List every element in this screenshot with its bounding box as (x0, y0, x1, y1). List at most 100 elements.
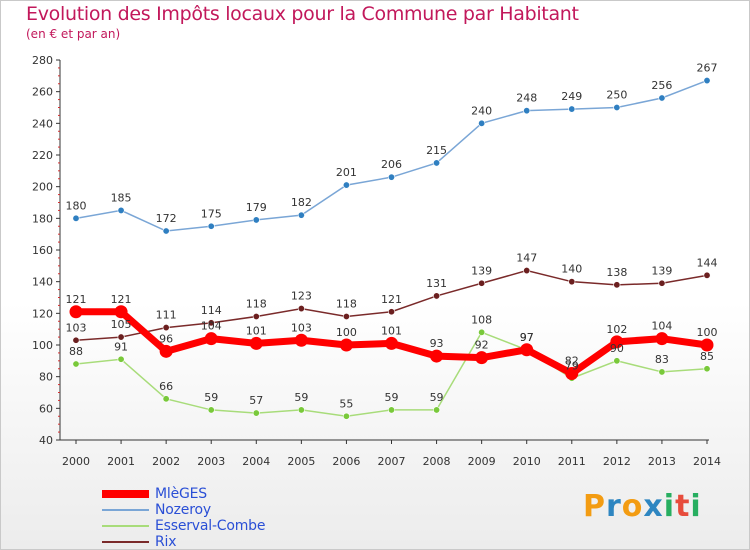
logo-letter: i (663, 489, 676, 524)
data-label-rix: 121 (381, 293, 402, 306)
x-tick-label: 2008 (423, 455, 451, 468)
x-tick-label: 2006 (332, 455, 360, 468)
legend-swatch-nozeroy (102, 509, 149, 511)
data-label-ml-ges: 121 (66, 293, 87, 306)
x-tick-label: 2007 (378, 455, 406, 468)
data-point-nozeroy (252, 216, 260, 224)
data-point-ml-ges (385, 336, 398, 350)
x-tick-label: 2002 (152, 455, 180, 468)
x-tick-label: 2012 (603, 455, 631, 468)
legend-swatch-ml-ges (102, 490, 149, 498)
data-label-esserval-combe: 108 (471, 313, 492, 326)
y-tick-label: 80 (39, 371, 53, 384)
logo-letter: r (606, 489, 622, 524)
data-label-ml-ges: 103 (291, 321, 312, 334)
data-label-ml-ges: 102 (606, 323, 627, 336)
data-point-esserval-combe (433, 406, 441, 414)
data-point-esserval-combe (613, 357, 621, 365)
chart-title: Evolution des Impôts locaux pour la Comm… (26, 3, 579, 25)
x-tick-label: 2003 (197, 455, 225, 468)
x-tick-label: 2000 (62, 455, 90, 468)
data-point-esserval-combe (162, 395, 170, 403)
data-label-nozeroy: 201 (336, 166, 357, 179)
data-point-nozeroy (613, 104, 621, 112)
x-tick-label: 2011 (558, 455, 586, 468)
data-point-esserval-combe (387, 406, 395, 414)
logo-letter: o (621, 489, 644, 524)
data-label-nozeroy: 249 (561, 90, 582, 103)
x-tick-label: 2014 (693, 455, 721, 468)
data-label-rix: 123 (291, 290, 312, 303)
data-label-ml-ges: 104 (201, 320, 222, 333)
data-point-esserval-combe (207, 406, 215, 414)
data-label-ml-ges: 100 (697, 326, 718, 339)
data-point-nozeroy (523, 107, 531, 115)
y-tick-label: 160 (32, 244, 53, 257)
data-point-rix (297, 305, 305, 313)
data-label-esserval-combe: 59 (204, 391, 218, 404)
data-point-nozeroy (297, 211, 305, 219)
legend-item-nozeroy: Nozeroy (102, 502, 265, 518)
x-tick-label: 2001 (107, 455, 135, 468)
data-point-rix (162, 324, 170, 332)
legend-label-rix: Rix (155, 534, 177, 550)
data-point-ml-ges (430, 349, 444, 363)
data-point-rix (658, 279, 666, 287)
data-point-ml-ges (565, 367, 579, 380)
logo-letter: P (583, 489, 606, 524)
data-label-esserval-combe: 85 (700, 350, 714, 363)
y-tick-label: 240 (32, 117, 53, 130)
data-point-ml-ges (520, 343, 534, 357)
data-point-ml-ges (610, 335, 624, 349)
data-point-esserval-combe (478, 328, 486, 336)
logo-letter: i (690, 489, 702, 524)
data-point-rix (703, 271, 711, 279)
series-line-nozeroy (75, 79, 708, 232)
data-label-rix: 139 (651, 264, 672, 277)
data-label-rix: 105 (111, 318, 132, 331)
data-point-nozeroy (568, 105, 576, 113)
data-label-ml-ges: 97 (520, 331, 534, 344)
data-label-ml-ges: 104 (651, 320, 672, 333)
x-tick-label: 2005 (287, 455, 315, 468)
legend-swatch-esserval-combe (102, 525, 149, 527)
data-label-nozeroy: 267 (697, 62, 718, 75)
data-point-rix (342, 312, 350, 320)
data-label-nozeroy: 206 (381, 158, 402, 171)
data-point-rix (387, 308, 395, 316)
legend-label-esserval-combe: Esserval-Combe (155, 518, 266, 534)
data-point-rix (252, 312, 260, 320)
data-point-nozeroy (162, 227, 170, 235)
legend-item-esserval-combe: Esserval-Combe (102, 518, 265, 534)
data-point-esserval-combe (297, 406, 305, 414)
x-tick-label: 2013 (648, 455, 676, 468)
data-label-nozeroy: 256 (651, 79, 672, 92)
chart-subtitle: (en € et par an) (26, 27, 121, 41)
y-tick-label: 40 (39, 434, 53, 447)
data-label-nozeroy: 179 (246, 201, 267, 214)
data-label-rix: 139 (471, 264, 492, 277)
data-point-rix (523, 267, 531, 275)
legend-label-ml-ges: MlèGES (155, 486, 207, 502)
data-label-nozeroy: 180 (66, 199, 87, 212)
data-label-esserval-combe: 59 (294, 391, 308, 404)
data-label-ml-ges: 92 (475, 339, 489, 352)
data-label-esserval-combe: 57 (249, 394, 263, 407)
data-point-nozeroy (433, 159, 441, 167)
data-label-rix: 111 (156, 309, 177, 322)
data-label-ml-ges: 82 (565, 355, 579, 368)
data-point-nozeroy (387, 173, 395, 181)
y-tick-label: 260 (32, 86, 53, 99)
data-label-rix: 138 (606, 266, 627, 279)
legend-item-ml-ges: MlèGES (102, 486, 265, 502)
data-label-ml-ges: 121 (111, 293, 132, 306)
proxiti-logo: Proxiti (583, 489, 702, 524)
data-point-ml-ges (114, 305, 128, 319)
data-label-esserval-combe: 59 (385, 391, 399, 404)
data-label-ml-ges: 100 (336, 326, 357, 339)
data-label-esserval-combe: 97 (520, 331, 534, 344)
legend-swatch-rix (102, 541, 149, 543)
data-point-nozeroy (342, 181, 350, 189)
